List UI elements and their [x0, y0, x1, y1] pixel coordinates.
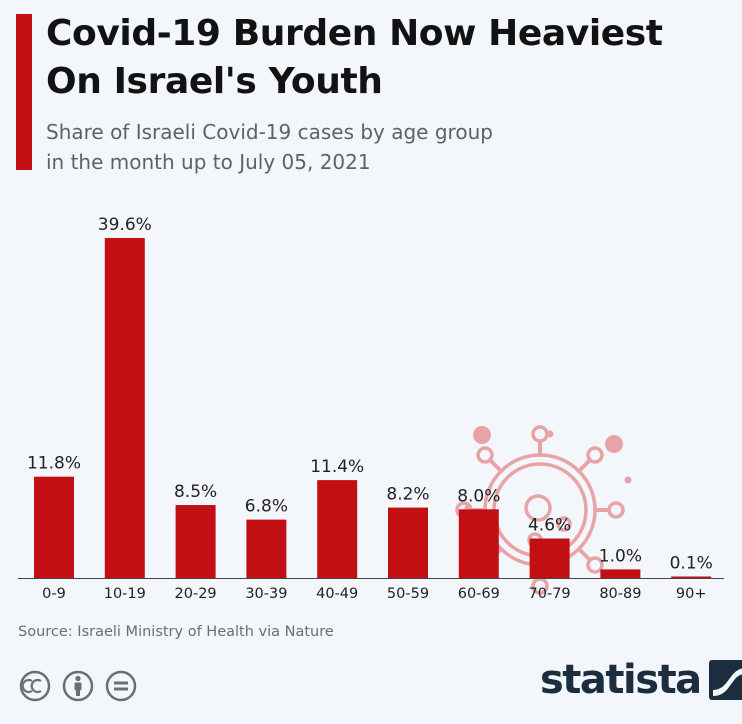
data-label-90+: 0.1%: [670, 554, 713, 574]
statista-logo-icon: [708, 660, 742, 700]
no-derivatives-icon: [105, 670, 137, 702]
bar-chart: 11.8% 39.6% 8.5% 6.8% 11.4% 8.2% 8.0% 4.6% 1.0% 0…: [18, 215, 724, 602]
data-label-30-39: 6.8%: [245, 497, 288, 517]
data-label-70-79: 4.6%: [528, 516, 571, 536]
attribution-icon: [62, 670, 94, 702]
bar-80-89: [600, 569, 641, 578]
data-label-0-9: 11.8%: [27, 454, 81, 474]
title-line-1: Covid-19 Burden Now Heaviest: [46, 13, 663, 54]
data-label-40-49: 11.4%: [310, 457, 364, 477]
statista-brand: statista: [540, 660, 742, 700]
bar-90+: [671, 576, 712, 578]
tick-label-70-79: 70-79: [529, 586, 571, 602]
subtitle-line-2: in the month up to July 05, 2021: [46, 150, 371, 174]
brand-wordmark: statista: [540, 657, 702, 703]
tick-label-40-49: 40-49: [316, 586, 358, 602]
bar-30-39: [246, 519, 287, 578]
title-accent-bar: [16, 14, 32, 170]
tick-label-80-89: 80-89: [599, 586, 641, 602]
bar-70-79: [529, 538, 570, 578]
subtitle-line-1: Share of Israeli Covid-19 cases by age g…: [46, 120, 493, 144]
tick-label-10-19: 10-19: [104, 586, 146, 602]
bar-40-49: [317, 480, 358, 578]
page-subtitle: Share of Israeli Covid-19 cases by age g…: [46, 117, 686, 177]
bar-60-69: [458, 509, 499, 578]
bar-0-9: [34, 476, 74, 578]
tick-label-30-39: 30-39: [245, 586, 287, 602]
x-tick-labels: 0-9 10-19 20-29 30-39 40-49 50-59 60-69 70-79 80…: [42, 586, 706, 602]
license-icons: [19, 670, 137, 702]
tick-label-90+: 90+: [676, 586, 707, 602]
tick-label-50-59: 50-59: [387, 586, 429, 602]
page-title: Covid-19 Burden Now Heaviest On Israel's…: [46, 10, 736, 106]
bar-50-59: [388, 507, 428, 578]
data-label-50-59: 8.2%: [386, 485, 429, 505]
source-note: Source: Israeli Ministry of Health via N…: [18, 624, 334, 640]
data-labels-layer: 11.8% 39.6% 8.5% 6.8% 11.4% 8.2% 8.0% 4.6% 1.0% 0…: [27, 215, 713, 574]
bar-10-19: [104, 238, 145, 578]
data-label-10-19: 39.6%: [98, 215, 152, 235]
bar-20-29: [175, 505, 216, 578]
tick-label-60-69: 60-69: [458, 586, 500, 602]
tick-label-20-29: 20-29: [175, 586, 217, 602]
title-line-2: On Israel's Youth: [46, 61, 383, 102]
tick-label-0-9: 0-9: [42, 586, 66, 602]
bars-layer: [34, 238, 712, 578]
data-label-80-89: 1.0%: [599, 546, 642, 566]
data-label-60-69: 8.0%: [457, 486, 500, 506]
creative-commons-icon: [19, 670, 51, 702]
data-label-20-29: 8.5%: [174, 482, 217, 502]
